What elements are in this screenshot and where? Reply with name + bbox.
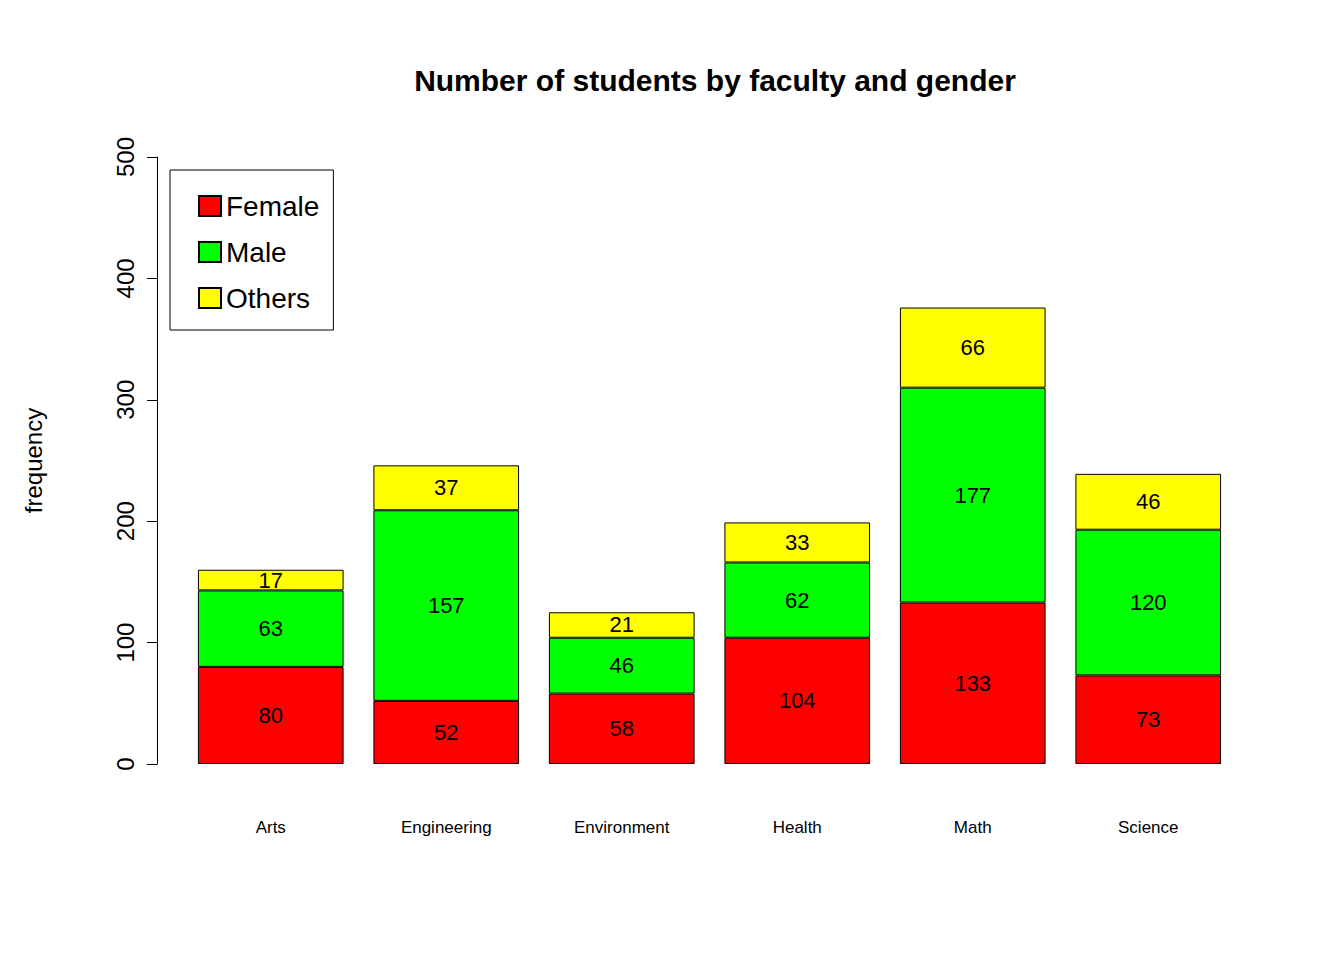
svg-text:400: 400 bbox=[112, 258, 139, 298]
svg-text:80: 80 bbox=[259, 703, 283, 728]
svg-text:33: 33 bbox=[785, 530, 809, 555]
svg-text:200: 200 bbox=[112, 501, 139, 541]
svg-text:Engineering: Engineering bbox=[401, 818, 492, 837]
svg-text:Arts: Arts bbox=[256, 818, 286, 837]
svg-text:Female: Female bbox=[226, 191, 319, 222]
svg-text:Math: Math bbox=[954, 818, 992, 837]
svg-text:Environment: Environment bbox=[574, 818, 670, 837]
svg-text:Others: Others bbox=[226, 283, 310, 314]
svg-text:52: 52 bbox=[434, 720, 458, 745]
svg-text:17: 17 bbox=[259, 568, 283, 593]
svg-text:500: 500 bbox=[112, 137, 139, 177]
svg-text:21: 21 bbox=[610, 612, 634, 637]
svg-text:Male: Male bbox=[226, 237, 287, 268]
svg-text:300: 300 bbox=[112, 380, 139, 420]
svg-text:Health: Health bbox=[773, 818, 822, 837]
svg-text:120: 120 bbox=[1130, 590, 1167, 615]
svg-text:0: 0 bbox=[112, 757, 139, 770]
svg-text:157: 157 bbox=[428, 593, 465, 618]
svg-text:104: 104 bbox=[779, 688, 816, 713]
svg-text:73: 73 bbox=[1136, 707, 1160, 732]
svg-text:63: 63 bbox=[259, 616, 283, 641]
svg-text:100: 100 bbox=[112, 623, 139, 663]
svg-text:62: 62 bbox=[785, 588, 809, 613]
svg-text:133: 133 bbox=[954, 671, 991, 696]
svg-text:37: 37 bbox=[434, 475, 458, 500]
svg-text:Number of students by faculty: Number of students by faculty and gender bbox=[414, 64, 1016, 97]
svg-text:58: 58 bbox=[610, 716, 634, 741]
svg-text:Science: Science bbox=[1118, 818, 1178, 837]
svg-text:frequency: frequency bbox=[20, 408, 47, 513]
svg-text:46: 46 bbox=[1136, 489, 1160, 514]
svg-text:177: 177 bbox=[954, 483, 991, 508]
svg-text:66: 66 bbox=[961, 335, 985, 360]
svg-text:46: 46 bbox=[610, 653, 634, 678]
